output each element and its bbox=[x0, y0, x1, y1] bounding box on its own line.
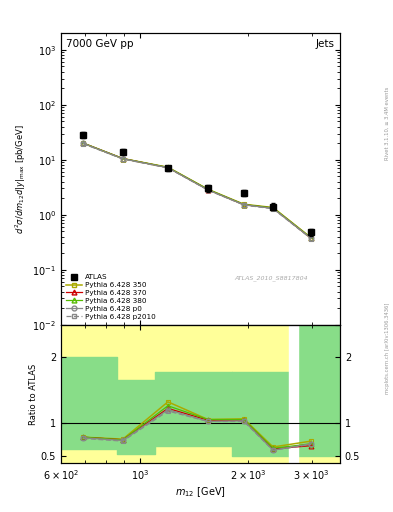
X-axis label: $m_{12}\ [\mathrm{GeV}]$: $m_{12}\ [\mathrm{GeV}]$ bbox=[175, 485, 226, 499]
Text: 7000 GeV pp: 7000 GeV pp bbox=[66, 39, 134, 49]
Y-axis label: Ratio to ATLAS: Ratio to ATLAS bbox=[29, 364, 38, 424]
Text: Rivet 3.1.10, ≥ 3.4M events: Rivet 3.1.10, ≥ 3.4M events bbox=[385, 86, 390, 160]
Y-axis label: $d^2\sigma/dm_{12}d|y|_{\mathrm{max}}\ [\mathrm{pb/GeV}]$: $d^2\sigma/dm_{12}d|y|_{\mathrm{max}}\ [… bbox=[14, 124, 28, 234]
Text: Jets: Jets bbox=[315, 39, 334, 49]
Legend: ATLAS, Pythia 6.428 350, Pythia 6.428 370, Pythia 6.428 380, Pythia 6.428 p0, Py: ATLAS, Pythia 6.428 350, Pythia 6.428 37… bbox=[64, 273, 157, 321]
Text: mcplots.cern.ch [arXiv:1306.3436]: mcplots.cern.ch [arXiv:1306.3436] bbox=[385, 303, 390, 394]
Text: ATLAS_2010_S8817804: ATLAS_2010_S8817804 bbox=[234, 275, 308, 281]
Bar bbox=[61, 325, 340, 463]
